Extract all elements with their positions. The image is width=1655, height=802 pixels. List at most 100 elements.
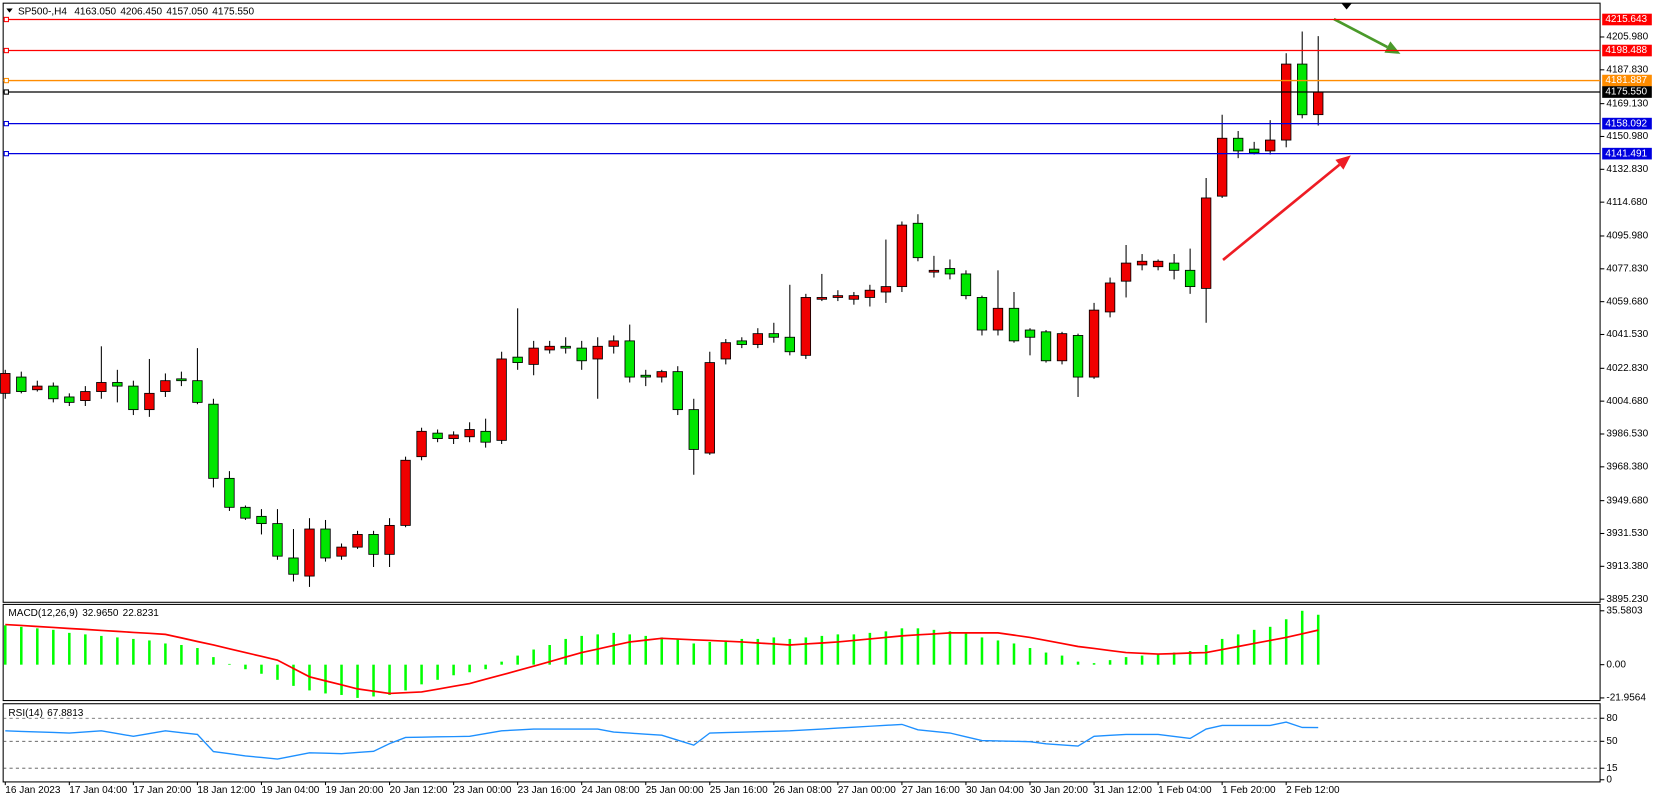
macd-bar <box>1300 610 1304 665</box>
level-anchor <box>3 77 9 84</box>
symbol: SP500-,H4 <box>18 6 67 17</box>
macd-bar <box>740 638 744 665</box>
y-tick-label: 4114.680 <box>1606 197 1647 208</box>
red-arrow-head <box>1335 155 1351 170</box>
candle-body <box>176 378 187 382</box>
x-tick-label: 30 Jan 20:00 <box>1030 785 1088 796</box>
candle-body <box>96 382 107 392</box>
y-tick-label: -21.9564 <box>1606 693 1646 704</box>
candle-body <box>848 295 860 300</box>
macd-bar <box>1188 651 1192 665</box>
y-tick-label: 50 <box>1606 736 1618 747</box>
candle-body <box>896 224 908 288</box>
level-tag <box>1602 44 1652 57</box>
macd-bar <box>100 635 103 665</box>
macd-bar <box>1108 660 1112 665</box>
ohlc-low: 4157.050 <box>166 6 208 17</box>
macd-bar <box>1172 652 1176 665</box>
candle-body <box>688 409 699 450</box>
candle-body <box>736 340 747 345</box>
candle-body <box>800 297 812 356</box>
candle-body <box>80 391 91 401</box>
y-tick-label: 4059.680 <box>1606 296 1648 307</box>
candle-body <box>128 385 139 411</box>
level-tag-label: 4181.887 <box>1605 75 1647 86</box>
macd-bar <box>676 638 680 665</box>
macd-bar <box>1076 661 1080 665</box>
level-tag <box>1602 74 1652 87</box>
macd-bar <box>1236 634 1240 665</box>
macd-signal-value: 22.8231 <box>123 608 160 619</box>
macd-bar <box>708 641 712 665</box>
y-tick-label: 4132.830 <box>1606 164 1648 175</box>
candle-body <box>1168 262 1180 271</box>
macd-bar <box>900 628 904 665</box>
y-tick-label: 3895.230 <box>1606 594 1648 605</box>
candle-body <box>1152 260 1164 268</box>
macd-bar <box>1220 638 1224 665</box>
macd-bar <box>372 664 375 697</box>
macd-bar <box>148 640 151 665</box>
candle-body <box>448 434 459 439</box>
y-tick-label: 4095.980 <box>1606 231 1648 242</box>
macd-bar <box>1156 654 1160 665</box>
macd-bar <box>772 637 776 665</box>
candle-body <box>512 356 523 364</box>
candle-body <box>1136 260 1148 266</box>
x-tick-label: 31 Jan 12:00 <box>1094 785 1152 796</box>
macd-bar <box>116 637 119 665</box>
macd-bar <box>1028 648 1032 665</box>
macd-bar <box>1252 629 1256 665</box>
x-tick-label: 19 Jan 04:00 <box>261 785 319 796</box>
x-tick-label: 1 Feb 20:00 <box>1222 785 1276 796</box>
candle-body <box>192 380 203 403</box>
x-tick-label: 25 Jan 16:00 <box>710 785 768 796</box>
macd-bar <box>52 629 55 665</box>
macd-bar <box>724 640 728 665</box>
menu-triangle[interactable] <box>6 8 13 13</box>
candle-body <box>1008 307 1020 342</box>
candle-body <box>880 286 892 293</box>
candle-body <box>1040 331 1052 362</box>
candle-body <box>672 371 683 411</box>
macd-bar <box>948 631 952 665</box>
macd-bar <box>1044 652 1048 665</box>
candle-body <box>480 430 491 443</box>
candle-body <box>288 557 299 575</box>
level-anchor <box>3 16 9 23</box>
macd-bar <box>580 635 583 665</box>
level-tag <box>1602 147 1652 160</box>
y-tick-label: 35.5803 <box>1606 605 1643 616</box>
candle-body <box>752 333 763 345</box>
candle-body <box>464 429 475 438</box>
macd-bar <box>276 664 279 680</box>
y-tick-label: 3986.530 <box>1606 429 1648 440</box>
candle-body <box>1297 63 1308 116</box>
macd-bar <box>180 644 183 665</box>
y-tick-label: 3931.530 <box>1606 528 1648 539</box>
ohlc-high: 4206.450 <box>120 6 162 17</box>
macd-bar <box>660 637 664 665</box>
macd-bar <box>500 661 503 665</box>
macd-bar <box>1124 657 1128 665</box>
macd-bar <box>916 628 920 665</box>
candle-body <box>240 506 251 519</box>
shift-marker[interactable] <box>1341 3 1352 10</box>
candle-body <box>64 396 75 403</box>
y-tick-label: 15 <box>1606 763 1618 774</box>
macd-bar <box>20 626 23 665</box>
macd-bar <box>228 663 231 665</box>
level-anchor <box>3 120 9 127</box>
macd-bar <box>468 664 471 673</box>
macd-bar <box>436 664 439 680</box>
level-anchor <box>3 47 9 54</box>
macd-bar <box>244 664 247 670</box>
level-tag-label: 4215.643 <box>1605 14 1647 25</box>
macd-bar <box>628 634 631 665</box>
y-tick-label: 0 <box>1606 774 1612 785</box>
candle-body <box>400 459 411 526</box>
main-header: SP500-,H4 4163.050 4206.450 4157.050 4175.55… <box>18 6 255 17</box>
macd-bar <box>644 635 648 665</box>
macd-bar <box>196 648 199 665</box>
